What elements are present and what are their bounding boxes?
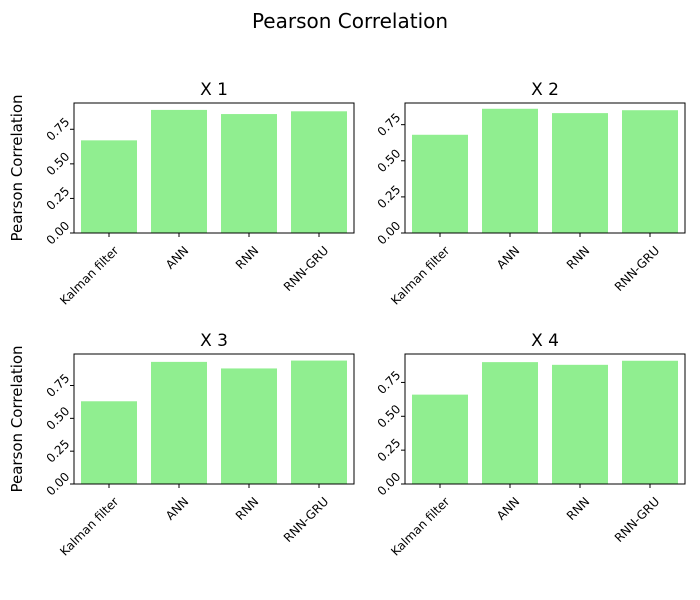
bar-3-4 (291, 360, 347, 484)
subplot-4: X 4 0.00 0.25 0.50 0.75 Kalman filter ANN RNN RN… (375, 331, 686, 559)
y-tick-label-3-3: 0.50 (44, 404, 73, 433)
y-tick-label-3-2: 0.25 (44, 437, 73, 466)
bar-4-3 (552, 364, 608, 484)
y-tick-label-3-1: 0.00 (44, 470, 73, 499)
x-tick-label-1-4: RNN-GRU (281, 243, 332, 294)
figure-title: Pearson Correlation (252, 9, 448, 33)
y-axis-label-1: Pearson Correlation (8, 94, 26, 241)
y-tick-label-3-4: 0.75 (44, 371, 73, 400)
y-tick-label-4-2: 0.25 (375, 436, 404, 465)
subplot-title-4: X 4 (531, 331, 559, 351)
y-tick-label-2-2: 0.25 (375, 182, 404, 211)
axes-frame-3 (73, 353, 355, 485)
x-tick-label-3-3: RNN (233, 494, 261, 522)
y-tick-label-2-1: 0.00 (375, 219, 404, 248)
y-tick-label-1-4: 0.75 (44, 115, 73, 144)
x-tick-label-1-1: Kalman filter (57, 243, 121, 307)
bar-2-4 (622, 110, 678, 233)
x-tick-label-2-3: RNN (564, 243, 592, 271)
subplot-title-1: X 1 (200, 80, 228, 100)
y-tick-label-2-3: 0.50 (375, 146, 404, 175)
x-tick-label-3-4: RNN-GRU (281, 494, 332, 545)
x-tick-label-2-2: ANN (494, 243, 522, 271)
bar-1-4 (291, 111, 347, 233)
subplot-title-2: X 2 (531, 80, 559, 100)
bar-2-3 (552, 113, 608, 233)
bar-3-2 (151, 361, 207, 484)
axes-frame-1 (73, 102, 355, 234)
y-tick-label-4-1: 0.00 (375, 470, 404, 499)
x-tick-label-1-2: ANN (163, 243, 191, 271)
bar-2-2 (482, 108, 538, 233)
subplot-1: X 1 0.00 0.25 0.50 0.75 Kalman filter ANN RNN RN… (8, 80, 355, 308)
bar-2-1 (412, 134, 468, 233)
y-axis-label-3: Pearson Correlation (8, 345, 26, 492)
bar-4-2 (482, 362, 538, 485)
axes-frame-4 (404, 353, 686, 485)
x-tick-label-2-4: RNN-GRU (612, 243, 663, 294)
y-tick-label-2-4: 0.75 (375, 110, 404, 139)
y-tick-label-4-4: 0.75 (375, 368, 404, 397)
bar-4-4 (622, 360, 678, 484)
subplot-2: X 2 0.00 0.25 0.50 0.75 Kalman filter ANN RNN RN… (375, 80, 686, 308)
bar-3-3 (221, 368, 277, 484)
x-tick-label-4-2: ANN (494, 494, 522, 522)
bar-3-1 (81, 401, 137, 484)
bar-4-1 (412, 394, 468, 485)
axes-frame-2 (404, 102, 686, 234)
x-tick-label-4-3: RNN (564, 494, 592, 522)
y-tick-label-4-3: 0.50 (375, 402, 404, 431)
x-tick-label-1-3: RNN (233, 243, 261, 271)
x-tick-label-4-1: Kalman filter (388, 494, 452, 558)
bar-1-3 (221, 114, 277, 233)
x-tick-label-2-1: Kalman filter (388, 243, 452, 307)
y-tick-label-1-3: 0.50 (44, 149, 73, 178)
subplot-title-3: X 3 (200, 331, 228, 351)
subplot-3: X 3 0.00 0.25 0.50 0.75 Kalman filter ANN RNN RN… (8, 331, 355, 559)
x-tick-label-3-1: Kalman filter (57, 494, 121, 558)
x-tick-label-3-2: ANN (163, 494, 191, 522)
subplots: X 1 0.00 0.25 0.50 0.75 Kalman filter ANN RNN RN… (8, 80, 686, 559)
y-tick-label-1-2: 0.25 (44, 184, 73, 213)
bar-1-1 (81, 140, 137, 233)
y-tick-label-1-1: 0.00 (44, 219, 73, 248)
x-tick-label-4-4: RNN-GRU (612, 494, 663, 545)
bar-1-2 (151, 109, 207, 233)
